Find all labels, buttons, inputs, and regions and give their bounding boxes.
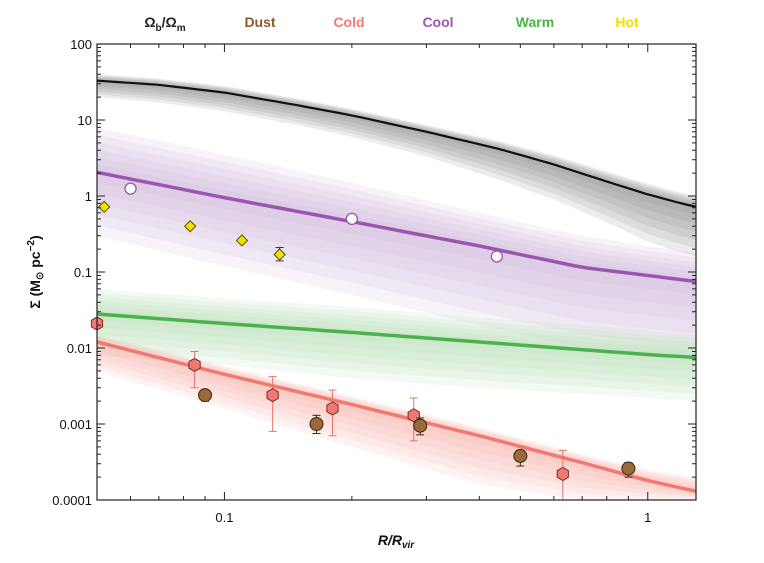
- warm-band: [97, 301, 696, 380]
- baryons-band: [97, 76, 696, 240]
- cold-point: [188, 357, 201, 372]
- warm-band: [97, 293, 696, 394]
- x-axis-label: R/Rvir: [378, 532, 415, 551]
- cold-point: [407, 408, 420, 423]
- dust-point: [309, 417, 324, 431]
- x-tick-label: 0.1: [215, 510, 233, 525]
- axis-tick-labels: 0.1 1 100 10 1 0.1 0.01 0.001 0.0001: [52, 37, 651, 525]
- y-tick-label: 100: [70, 37, 92, 52]
- legend-item: Hot: [615, 14, 639, 30]
- y-tick-label: 0.0001: [52, 493, 92, 508]
- cool-band: [97, 142, 696, 334]
- y-tick-label: 0.01: [67, 341, 92, 356]
- cool-band: [97, 134, 696, 347]
- baryons-band: [97, 77, 696, 232]
- warm-band: [97, 297, 696, 387]
- dust-point: [513, 448, 528, 463]
- y-tick-label: 0.1: [74, 265, 92, 280]
- y-tick-label: 1: [85, 189, 92, 204]
- cool-band: [97, 127, 696, 360]
- warm-line: [97, 312, 696, 360]
- axis-ticks: [96, 43, 696, 501]
- baryons-band: [97, 75, 696, 249]
- cool-point: [345, 212, 359, 226]
- hot-point: [235, 234, 249, 247]
- dust-point: [198, 388, 213, 403]
- cool-point: [124, 182, 137, 195]
- warm-band: [97, 305, 696, 372]
- cool-band: [97, 157, 696, 308]
- hot-point: [183, 220, 197, 233]
- legend-item: Cool: [422, 14, 453, 30]
- y-axis-label: Σ (M⊙ pc−2): [26, 235, 46, 308]
- confidence-bands: [97, 74, 696, 500]
- x-tick-label: 1: [644, 510, 651, 525]
- y-tick-label: 0.001: [59, 417, 92, 432]
- legend-item: Ωb/Ωm: [144, 14, 185, 34]
- cold-point: [326, 401, 339, 416]
- warm-band: [97, 288, 696, 402]
- hot-point: [98, 200, 111, 214]
- legend-item: Warm: [516, 14, 554, 30]
- cold-point: [556, 466, 569, 482]
- y-tick-label: 10: [78, 113, 92, 128]
- cool-point: [490, 250, 503, 263]
- legend-item: Dust: [244, 14, 275, 30]
- legend-item: Cold: [333, 14, 364, 30]
- cool-line: [97, 170, 696, 284]
- baryons-line: [97, 79, 696, 208]
- baryons-band: [97, 74, 696, 257]
- dust-point: [621, 461, 636, 476]
- cool-band: [97, 149, 696, 321]
- dust-point: [413, 418, 428, 433]
- hot-point: [273, 248, 286, 261]
- legend: Ωb/Ωm Dust Cold Cool Warm Hot: [144, 14, 639, 34]
- cold-point: [266, 388, 279, 403]
